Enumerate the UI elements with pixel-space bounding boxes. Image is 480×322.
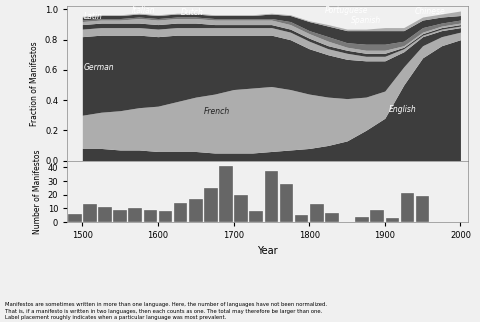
X-axis label: Year: Year bbox=[257, 246, 278, 256]
Text: Manifestos are sometimes written in more than one language. Here, the number of : Manifestos are sometimes written in more… bbox=[5, 302, 327, 320]
Bar bbox=[189, 199, 203, 222]
Bar bbox=[83, 204, 96, 222]
Bar bbox=[98, 207, 112, 222]
Bar bbox=[280, 184, 293, 222]
Bar bbox=[371, 210, 384, 222]
Bar bbox=[144, 210, 157, 222]
Text: French: French bbox=[204, 107, 229, 116]
Text: German: German bbox=[84, 63, 114, 72]
Bar bbox=[129, 208, 142, 222]
Text: English: English bbox=[389, 105, 416, 114]
Bar bbox=[401, 194, 414, 222]
Bar bbox=[250, 211, 263, 222]
Bar bbox=[416, 196, 430, 222]
Text: Spanish: Spanish bbox=[351, 16, 381, 25]
Text: Italian: Italian bbox=[132, 6, 155, 15]
Bar bbox=[159, 211, 172, 222]
Bar bbox=[234, 195, 248, 222]
Bar bbox=[219, 166, 233, 222]
Text: Latin: Latin bbox=[84, 12, 103, 21]
Bar bbox=[385, 218, 399, 222]
Text: Portuguese: Portuguese bbox=[324, 6, 368, 15]
Bar bbox=[68, 214, 82, 222]
Text: Chinese: Chinese bbox=[415, 7, 446, 16]
Bar bbox=[355, 217, 369, 222]
Bar bbox=[310, 204, 324, 222]
Bar bbox=[325, 213, 339, 222]
Bar bbox=[204, 188, 218, 222]
Text: Dutch: Dutch bbox=[180, 8, 204, 17]
Bar bbox=[174, 203, 188, 222]
Y-axis label: Fraction of Manifestos: Fraction of Manifestos bbox=[30, 41, 39, 126]
Bar bbox=[113, 210, 127, 222]
Bar bbox=[295, 215, 309, 222]
Y-axis label: Number of Manifestos: Number of Manifestos bbox=[33, 149, 42, 233]
Bar bbox=[264, 172, 278, 222]
